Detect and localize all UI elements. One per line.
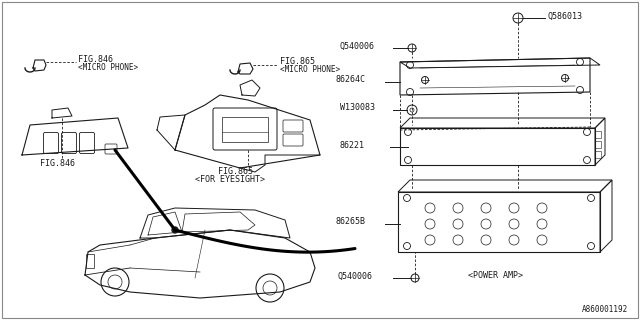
Bar bbox=[222, 117, 268, 142]
Text: <POWER AMP>: <POWER AMP> bbox=[468, 271, 523, 281]
Text: A860001192: A860001192 bbox=[582, 306, 628, 315]
Text: Q540006: Q540006 bbox=[338, 271, 373, 281]
Text: FIG.846: FIG.846 bbox=[78, 54, 113, 63]
Text: <MICRO PHONE>: <MICRO PHONE> bbox=[78, 62, 138, 71]
Circle shape bbox=[172, 227, 178, 233]
Bar bbox=[595, 141, 601, 148]
Text: Q540006: Q540006 bbox=[340, 42, 375, 51]
Text: FIG.865: FIG.865 bbox=[218, 166, 253, 175]
Bar bbox=[595, 151, 601, 158]
Text: FIG.865: FIG.865 bbox=[280, 58, 315, 67]
Text: <FOR EYESIGHT>: <FOR EYESIGHT> bbox=[195, 175, 265, 185]
Bar bbox=[595, 131, 601, 138]
Text: 86221: 86221 bbox=[340, 140, 365, 149]
Text: Q586013: Q586013 bbox=[547, 12, 582, 20]
Text: <MICRO PHONE>: <MICRO PHONE> bbox=[280, 66, 340, 75]
Text: 86265B: 86265B bbox=[335, 218, 365, 227]
Bar bbox=[86, 254, 94, 268]
Text: W130083: W130083 bbox=[340, 103, 375, 113]
Text: 86264C: 86264C bbox=[335, 76, 365, 84]
Text: FIG.846: FIG.846 bbox=[40, 158, 75, 167]
